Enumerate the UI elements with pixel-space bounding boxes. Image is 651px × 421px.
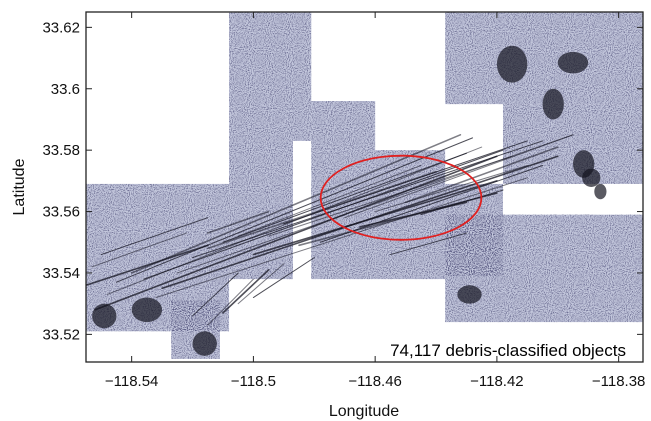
debris-track bbox=[192, 140, 544, 259]
x-tick-label: −118.5 bbox=[231, 373, 276, 390]
x-axis-ticks: −118.54 −118.5 −118.46 −118.42 −118.38 bbox=[105, 12, 646, 390]
debris-track bbox=[319, 165, 544, 243]
debris-track bbox=[143, 149, 504, 280]
x-tick-label: −118.54 bbox=[105, 373, 159, 390]
x-axis-title: Longitude bbox=[329, 403, 399, 420]
debris-track bbox=[237, 165, 422, 237]
debris-track bbox=[237, 263, 285, 305]
tile-speckle bbox=[445, 12, 643, 105]
debris-patch bbox=[582, 168, 601, 187]
tile-speckle bbox=[229, 12, 312, 141]
debris-track bbox=[94, 155, 498, 311]
y-tick-label: 33.6 bbox=[51, 81, 80, 98]
debris-patch bbox=[594, 183, 607, 200]
debris-track bbox=[115, 137, 474, 283]
debris-patch bbox=[496, 45, 528, 83]
debris-track bbox=[252, 257, 315, 299]
x-tick-label: −118.42 bbox=[470, 373, 524, 390]
debris-patch bbox=[192, 331, 217, 356]
debris-track bbox=[155, 177, 528, 299]
debris-tracks bbox=[86, 134, 574, 326]
debris-track bbox=[252, 180, 498, 256]
debris-patch bbox=[457, 285, 482, 304]
y-tick-label: 33.56 bbox=[42, 204, 80, 221]
debris-track bbox=[130, 134, 462, 274]
debris-track bbox=[404, 146, 559, 204]
highlight-ellipse bbox=[319, 154, 483, 241]
debris-track bbox=[268, 155, 513, 237]
y-axis-title: Latitude bbox=[11, 158, 28, 215]
debris-track bbox=[374, 165, 528, 213]
x-tick-label: −118.38 bbox=[592, 373, 646, 390]
y-axis-ticks: 33.52 33.54 33.56 33.58 33.6 33.62 bbox=[42, 19, 643, 343]
tile-speckle bbox=[445, 214, 643, 323]
debris-track bbox=[86, 244, 209, 287]
y-tick-label: 33.54 bbox=[42, 265, 80, 282]
debris-track bbox=[192, 272, 239, 317]
object-count-annotation: 74,117 debris-classified objects bbox=[390, 341, 626, 360]
y-tick-label: 33.52 bbox=[42, 326, 80, 343]
debris-track bbox=[222, 152, 467, 243]
debris-track bbox=[344, 134, 574, 219]
debris-track bbox=[207, 278, 254, 326]
debris-track bbox=[91, 232, 187, 268]
tile-speckle bbox=[86, 183, 141, 332]
debris-track bbox=[206, 170, 437, 250]
plot-frame bbox=[85, 11, 644, 363]
x-tick-label: −118.46 bbox=[348, 373, 402, 390]
debris-patch bbox=[542, 88, 564, 120]
debris-track bbox=[435, 192, 498, 209]
debris-track bbox=[222, 269, 270, 314]
debris-patch bbox=[557, 51, 589, 74]
y-tick-label: 33.58 bbox=[42, 142, 80, 159]
debris-track bbox=[389, 232, 467, 256]
debris-patch bbox=[92, 303, 117, 329]
debris-track bbox=[206, 210, 270, 234]
debris-patch bbox=[131, 297, 163, 323]
y-tick-label: 33.62 bbox=[42, 19, 80, 36]
debris-track bbox=[100, 217, 209, 256]
debris-patches bbox=[92, 45, 607, 356]
debris-speckle bbox=[86, 12, 643, 359]
